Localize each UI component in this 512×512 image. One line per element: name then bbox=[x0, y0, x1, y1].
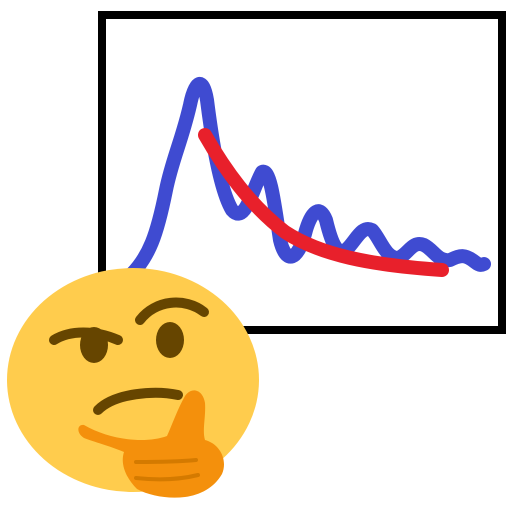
thinking-face-icon bbox=[7, 268, 259, 498]
right-eye bbox=[156, 322, 184, 358]
left-eye bbox=[80, 327, 108, 363]
finger-line-1 bbox=[134, 458, 198, 464]
finger-line-2 bbox=[134, 473, 200, 482]
mouth bbox=[93, 387, 183, 415]
blue-noisy-curve bbox=[118, 77, 491, 287]
left-eyebrow bbox=[49, 327, 123, 345]
right-eyebrow bbox=[135, 297, 209, 325]
hand bbox=[78, 390, 225, 498]
red-fit-curve bbox=[198, 128, 449, 277]
